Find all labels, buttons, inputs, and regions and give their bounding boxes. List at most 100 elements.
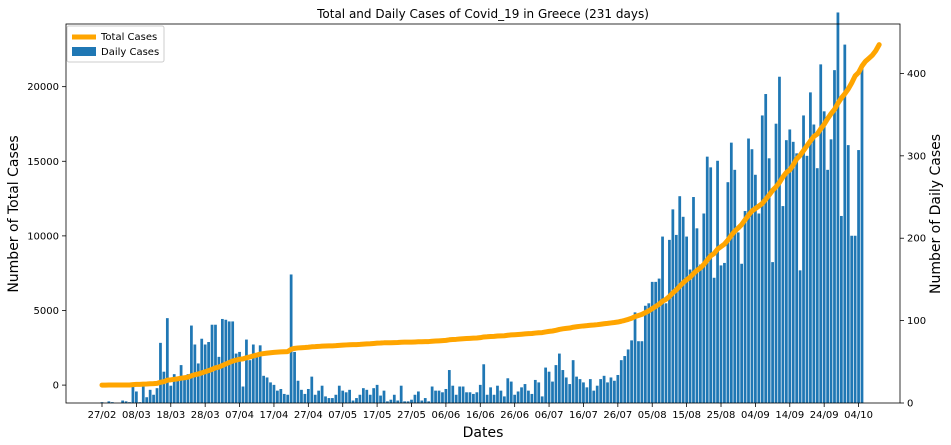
daily-cases-bar: [334, 394, 338, 403]
left-y-tick-label: 5000: [34, 306, 59, 317]
daily-cases-bar: [575, 376, 578, 403]
daily-cases-bar: [482, 364, 486, 403]
daily-cases-bar: [846, 145, 850, 403]
daily-cases-bar: [492, 394, 496, 403]
daily-cases-bar: [616, 374, 620, 403]
left-y-tick-label: 20000: [27, 82, 59, 93]
daily-cases-bar: [465, 392, 468, 403]
daily-cases-bar: [358, 394, 362, 403]
daily-cases-bar: [568, 384, 572, 403]
daily-cases-bar: [245, 339, 248, 403]
daily-cases-bar: [107, 401, 111, 403]
x-tick-label: 25/08: [707, 410, 736, 421]
daily-cases-bar: [606, 382, 609, 403]
daily-cases-bar: [441, 392, 444, 403]
daily-cases-bar: [124, 401, 128, 403]
daily-cases-bar: [523, 384, 527, 403]
daily-cases-bar: [179, 365, 183, 403]
daily-cases-bar: [392, 394, 396, 403]
daily-cases-bar: [234, 353, 238, 403]
daily-cases-bar: [699, 264, 702, 403]
daily-cases-bar: [709, 167, 713, 403]
daily-cases-bar: [165, 318, 169, 403]
x-tick-label: 17/05: [363, 410, 392, 421]
x-axis-title: Dates: [463, 425, 504, 441]
x-tick-label: 07/04: [225, 410, 254, 421]
daily-cases-bar: [729, 142, 733, 403]
daily-cases-bar: [585, 387, 589, 403]
daily-cases-bar: [265, 377, 269, 403]
daily-cases-bar: [478, 384, 482, 403]
daily-cases-bar: [784, 140, 788, 404]
daily-cases-bar: [547, 371, 551, 403]
daily-cases-bar: [812, 124, 816, 404]
daily-cases-bar: [747, 138, 750, 403]
daily-cases-bar: [705, 156, 709, 403]
daily-cases-bar: [214, 324, 217, 403]
daily-cases-bar: [716, 160, 719, 403]
daily-cases-bar: [155, 388, 159, 403]
daily-cases-bar: [128, 402, 131, 403]
daily-cases-bar: [382, 390, 386, 403]
daily-cases-bar: [348, 389, 351, 403]
daily-cases-bar: [599, 379, 603, 403]
daily-cases-bar: [451, 385, 455, 403]
daily-cases-bar: [516, 391, 520, 403]
daily-cases-bar: [454, 394, 458, 403]
daily-cases-bar: [533, 379, 537, 403]
left-y-axis-title: Number of Total Cases: [6, 135, 22, 292]
daily-cases-bar: [430, 386, 434, 403]
daily-cases-bar: [403, 401, 406, 403]
x-tick-label: 27/05: [397, 410, 426, 421]
daily-cases-bar: [819, 64, 823, 404]
daily-cases-bar: [754, 174, 757, 403]
daily-cases-bar: [169, 385, 173, 403]
daily-cases-bar: [255, 356, 259, 403]
daily-cases-bar: [241, 386, 245, 403]
daily-cases-bar: [196, 363, 200, 403]
daily-cases-bar: [571, 360, 575, 403]
right-y-tick-label: 0: [907, 399, 913, 410]
x-tick-label: 18/03: [156, 410, 185, 421]
daily-cases-bar: [668, 239, 671, 403]
x-tick-label: 17/04: [260, 410, 289, 421]
daily-cases-bar: [472, 393, 475, 403]
right-y-axis: 0 100 200 300 400: [900, 69, 926, 410]
daily-cases-bar: [795, 153, 799, 403]
chart-title: Total and Daily Cases of Covid_19 in Gre…: [316, 7, 649, 21]
daily-cases-bar: [791, 141, 795, 403]
daily-cases-bar: [843, 44, 847, 403]
daily-cases-bar: [135, 391, 138, 403]
daily-cases-bar: [496, 385, 499, 403]
daily-cases-bar: [141, 386, 145, 403]
daily-cases-bar: [853, 235, 857, 403]
daily-cases-bar: [475, 392, 479, 403]
daily-cases-bar: [860, 67, 864, 404]
daily-cases-bar: [540, 396, 544, 403]
daily-cases-bar: [805, 155, 809, 403]
daily-cases-bar: [410, 399, 413, 403]
daily-cases-bar: [399, 385, 403, 403]
daily-cases-bar: [306, 388, 310, 403]
daily-cases-bar: [458, 386, 462, 403]
daily-cases-bar: [389, 399, 393, 403]
x-tick-label: 08/03: [122, 410, 151, 421]
daily-cases-bar: [355, 398, 358, 403]
left-y-tick-label: 0: [53, 381, 59, 392]
daily-cases-bar: [674, 234, 678, 403]
daily-cases-bar: [767, 158, 771, 403]
daily-cases-bar: [251, 344, 255, 403]
daily-cases-bar: [447, 370, 451, 403]
daily-cases-bar: [279, 388, 283, 403]
daily-cases-bar: [413, 394, 417, 403]
daily-cases-bar: [740, 263, 744, 403]
daily-cases-bar: [681, 216, 685, 403]
daily-cases-bar: [833, 70, 836, 403]
daily-cases-bar: [365, 389, 369, 403]
daily-cases-bar: [692, 197, 695, 403]
daily-cases-bar: [595, 385, 599, 403]
daily-cases-bar: [303, 393, 307, 403]
x-tick-label: 05/08: [638, 410, 667, 421]
left-y-tick-label: 15000: [27, 157, 59, 168]
daily-cases-bar: [723, 262, 726, 403]
